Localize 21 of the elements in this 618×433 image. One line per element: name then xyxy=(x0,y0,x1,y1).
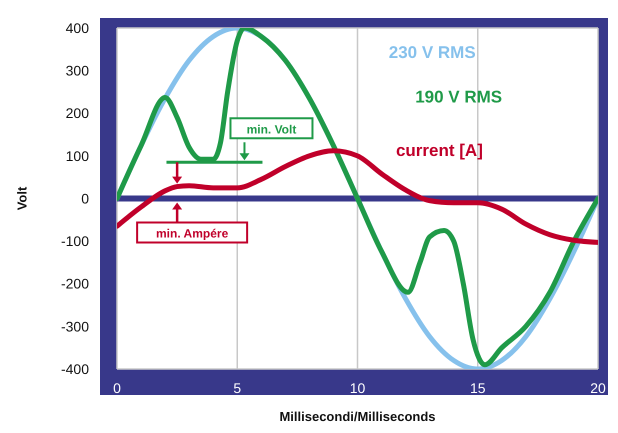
text: 230 V RMS xyxy=(388,42,476,62)
y-tick-label: 100 xyxy=(66,148,90,164)
y-tick-label: 200 xyxy=(66,105,90,122)
y-tick-label: -100 xyxy=(60,233,90,250)
y-tick-label: 0 xyxy=(81,190,90,206)
text: 190 V RMS xyxy=(415,88,502,107)
x-tick-label: 0 xyxy=(113,380,122,396)
series-label: current [A] xyxy=(396,140,483,160)
x-tick-label: 15 xyxy=(470,380,486,396)
annotation: min. Volt xyxy=(246,122,296,136)
y-axis-title: Volt xyxy=(14,186,30,210)
x-tick-label: 10 xyxy=(350,380,366,396)
y-tick-label: -400 xyxy=(60,360,90,377)
y-tick-label: -200 xyxy=(60,276,90,292)
y-tick-label: 300 xyxy=(66,62,90,79)
annotation: min. Ampére xyxy=(156,226,229,240)
y-tick-label: -300 xyxy=(60,318,90,334)
y-tick-label: 400 xyxy=(66,20,90,36)
x-axis-title: Millisecondi/Milliseconds xyxy=(279,409,436,424)
x-tick-label: 20 xyxy=(590,380,606,396)
x-tick-label: 5 xyxy=(233,380,242,396)
